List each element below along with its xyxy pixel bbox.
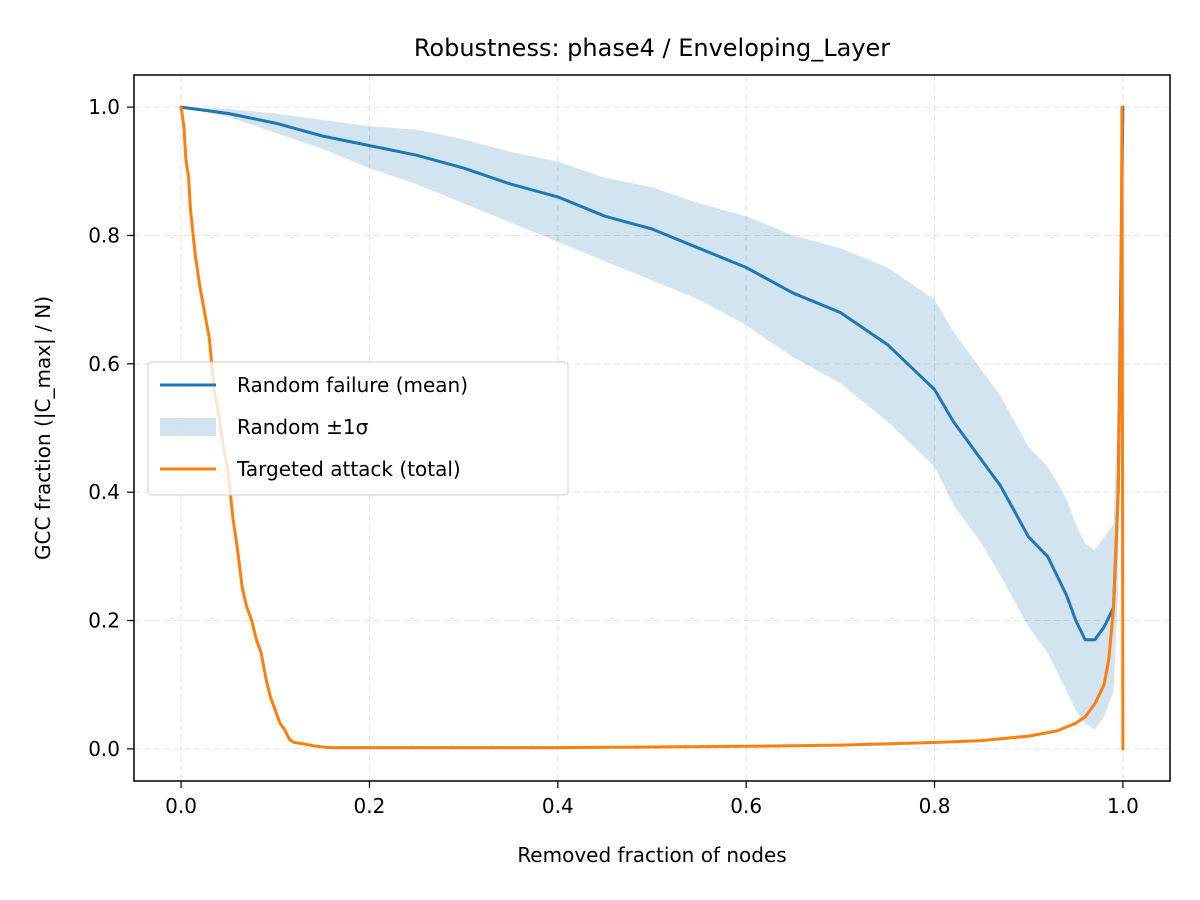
y-tick-label: 1.0 <box>88 95 120 119</box>
series-band-1 <box>181 107 1123 730</box>
y-tick-label: 0.8 <box>88 223 120 247</box>
series-line-0 <box>179 105 1125 642</box>
series-line-layer <box>179 105 1125 751</box>
x-tick-label: 0.0 <box>165 794 197 818</box>
x-tick-label: 1.0 <box>1107 794 1139 818</box>
legend: Random failure (mean) Random ±1σ Targete… <box>147 361 569 496</box>
legend-label-targeted: Targeted attack (total) <box>236 457 461 481</box>
x-axis-title: Removed fraction of nodes <box>517 843 786 867</box>
y-tick-label: 0.6 <box>88 352 120 376</box>
legend-label-random-mean: Random failure (mean) <box>237 373 468 397</box>
y-tick-label: 0.2 <box>88 609 120 633</box>
legend-swatch-random-band <box>160 418 216 436</box>
x-tick-label: 0.6 <box>730 794 762 818</box>
y-tick-label: 0.4 <box>88 480 120 504</box>
axis-ticks: 0.0 0.2 0.4 0.6 0.8 1.0 0.0 0.2 0.4 0.6 0.8 1.0 <box>88 95 1139 818</box>
series-line-2 <box>179 105 1125 751</box>
confidence-band-layer <box>181 107 1123 730</box>
legend-frame <box>147 361 569 496</box>
x-tick-label: 0.4 <box>542 794 574 818</box>
y-tick-label: 0.0 <box>88 737 120 761</box>
y-axis-title: GCC fraction (|C_max| / N) <box>31 296 55 560</box>
legend-label-random-band: Random ±1σ <box>237 415 369 439</box>
chart-title: Robustness: phase4 / Enveloping_Layer <box>414 34 890 62</box>
x-tick-label: 0.8 <box>919 794 951 818</box>
plot-area-frame <box>133 74 1171 782</box>
x-tick-label: 0.2 <box>354 794 386 818</box>
